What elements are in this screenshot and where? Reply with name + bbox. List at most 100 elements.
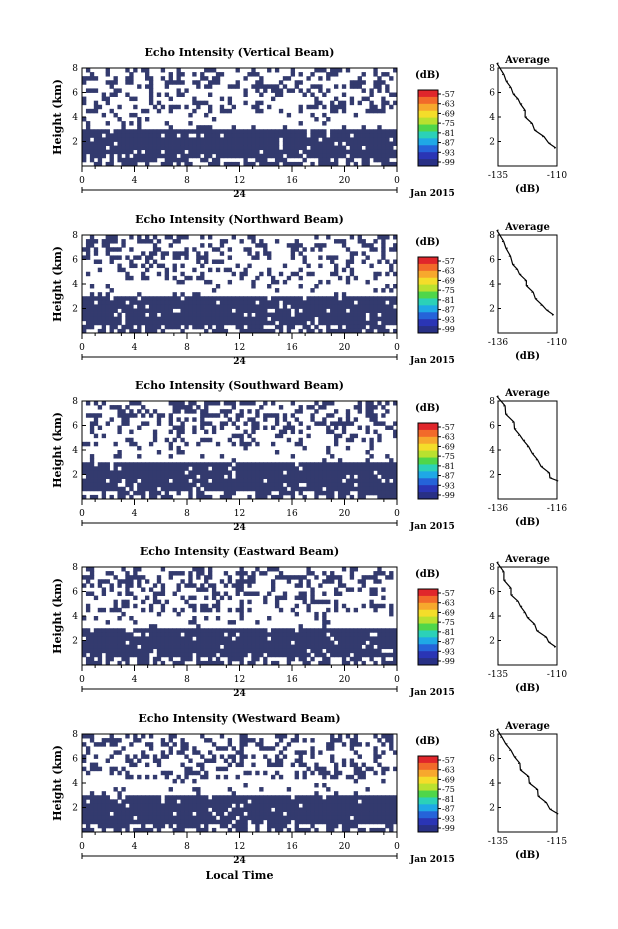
heatmap-cell — [211, 466, 217, 471]
heatmap-cell — [274, 279, 280, 285]
heatmap-cell — [152, 320, 158, 326]
heatmap-cell — [231, 137, 236, 142]
heatmap-cell — [148, 296, 154, 301]
heatmap-cell — [82, 482, 87, 488]
heatmap-cell — [231, 644, 236, 650]
heatmap-cell — [290, 628, 296, 633]
heatmap-cell — [271, 84, 276, 89]
heatmap-cell — [235, 300, 240, 305]
heatmap-cell — [227, 787, 233, 792]
heatmap-cell — [345, 734, 351, 739]
heatmap-cell — [341, 92, 347, 97]
heatmap-cell — [133, 441, 138, 447]
heatmap-cell — [121, 815, 126, 821]
heatmap-cell — [141, 308, 146, 313]
heatmap-cell — [121, 579, 126, 584]
heatmap-cell — [369, 320, 374, 326]
heatmap-cell — [274, 734, 280, 739]
heatmap-cell — [377, 579, 382, 584]
heatmap-cell — [168, 243, 173, 248]
heatmap-cell — [105, 243, 110, 248]
heatmap-cell — [345, 129, 351, 134]
heatmap-cell — [133, 320, 138, 326]
heatmap-cell — [286, 478, 292, 484]
heatmap-cell — [93, 247, 99, 252]
heatmap-cell — [247, 312, 252, 318]
heatmap-cell — [389, 575, 394, 580]
heatmap-cell — [125, 466, 130, 471]
heatmap-cell — [365, 458, 370, 463]
heatmap-cell — [109, 304, 114, 309]
heatmap-cell — [365, 300, 370, 305]
heatmap-cell — [97, 815, 103, 821]
heatmap-cell — [381, 255, 386, 260]
heatmap-cell — [377, 300, 382, 305]
heatmap-cell — [168, 823, 173, 829]
heatmap-cell — [188, 137, 193, 142]
heatmap-cell — [349, 774, 355, 780]
heatmap-cell — [381, 296, 386, 301]
heatmap-cell — [145, 819, 150, 825]
heatmap-cell — [322, 636, 327, 641]
heatmap-cell — [117, 409, 122, 414]
heatmap-cell — [282, 133, 288, 138]
heatmap-cell — [349, 308, 355, 313]
heatmap-cell — [290, 803, 296, 808]
heatmap-cell — [259, 571, 264, 576]
heatmap-cell — [200, 409, 205, 414]
heatmap-cell — [117, 454, 122, 459]
profile-point — [556, 480, 558, 482]
heatmap-cell — [117, 153, 122, 159]
heatmap-cell — [361, 648, 366, 654]
heatmap-cell — [219, 239, 225, 244]
heatmap-cell — [290, 304, 296, 309]
heatmap-cell — [377, 478, 382, 484]
heatmap-cell — [133, 312, 138, 318]
heatmap-cell — [385, 474, 390, 479]
heatmap-cell — [85, 807, 91, 812]
heatmap-cell — [148, 462, 154, 467]
heatmap-cell — [117, 104, 122, 110]
heatmap-cell — [129, 466, 134, 471]
heatmap-cell — [330, 413, 335, 418]
heatmap-cell — [322, 620, 327, 625]
heatmap-cell — [314, 490, 319, 496]
heatmap-cell — [251, 575, 256, 580]
heatmap-cell — [82, 803, 87, 808]
profile-point — [504, 579, 506, 581]
heatmap-cell — [168, 72, 173, 77]
heatmap-cell — [357, 644, 362, 650]
heatmap-cell — [109, 328, 114, 334]
heatmap-cell — [330, 734, 335, 739]
heatmap-cell — [259, 328, 264, 334]
heatmap-cell — [243, 320, 248, 326]
heatmap-cell — [357, 149, 362, 155]
heatmap-cell — [141, 316, 146, 322]
heatmap-cell — [145, 462, 150, 467]
heatmap-cell — [334, 296, 339, 301]
heatmap-cell — [298, 575, 303, 580]
heatmap-cell — [290, 255, 296, 260]
heatmap-cell — [156, 640, 162, 645]
heatmap-cell — [89, 458, 95, 463]
heatmap-cell — [353, 405, 359, 410]
heatmap-cell — [389, 300, 394, 305]
heatmap-cell — [113, 454, 118, 459]
heatmap-cell — [184, 304, 189, 309]
heatmap-cell — [93, 652, 99, 658]
heatmap-cell — [85, 656, 91, 662]
heatmap-cell — [369, 811, 374, 817]
heatmap-cell — [227, 129, 233, 134]
heatmap-cell — [196, 660, 201, 666]
heatmap-cell — [219, 421, 225, 426]
heatmap-cell — [215, 632, 221, 637]
heatmap-cell — [137, 660, 142, 666]
heatmap-cell — [184, 405, 189, 410]
heatmap-cell — [121, 799, 126, 804]
heatmap-cell — [271, 441, 276, 447]
heatmap-cell — [365, 742, 370, 747]
heatmap-cell — [176, 312, 181, 318]
heatmap-cell — [337, 803, 343, 808]
heatmap-cell — [156, 599, 162, 605]
heatmap-cell — [141, 421, 146, 426]
